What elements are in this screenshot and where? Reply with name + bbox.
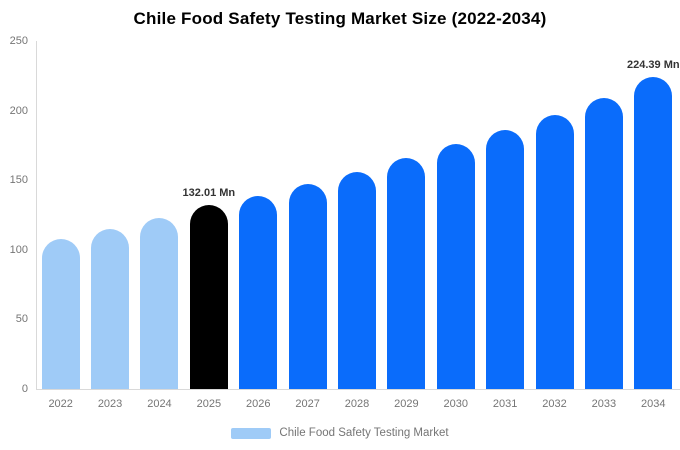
legend-swatch	[231, 427, 272, 439]
y-tick-label: 150	[9, 174, 28, 187]
x-axis-label-2031: 2031	[492, 398, 518, 410]
x-axis-label-2022: 2022	[48, 398, 73, 410]
bar-2033[interactable]	[584, 98, 623, 389]
bar-2029[interactable]	[387, 157, 426, 389]
bar-2022[interactable]	[41, 238, 80, 389]
x-axis-line	[36, 389, 680, 390]
x-axis-label-2029: 2029	[394, 398, 419, 410]
chart-title: Chile Food Safety Testing Market Size (2…	[133, 9, 547, 28]
x-axis-label-2027: 2027	[295, 398, 320, 410]
x-axis-label-2034: 2034	[641, 398, 666, 410]
bar-2028[interactable]	[338, 171, 376, 389]
bar-2031[interactable]	[486, 130, 525, 389]
x-axis-label-2023: 2023	[97, 398, 123, 410]
x-axis-label-2032: 2032	[542, 398, 567, 410]
y-axis-line	[36, 41, 37, 389]
bar-2034[interactable]	[634, 76, 673, 389]
legend-label: Chile Food Safety Testing Market	[279, 427, 449, 439]
y-tick-label: 50	[15, 313, 28, 326]
bar-2025[interactable]	[189, 205, 228, 389]
x-axis-label-2030: 2030	[443, 398, 468, 410]
bar-2027[interactable]	[288, 184, 327, 389]
y-tick-label: 100	[9, 243, 28, 256]
legend-item[interactable]: Chile Food Safety Testing Market	[0, 425, 680, 441]
bar-2023[interactable]	[91, 228, 130, 389]
x-axis-label-2025: 2025	[196, 398, 222, 410]
x-axis-label-2033: 2033	[591, 398, 617, 410]
data-label-2025: 132.01 Mn	[182, 187, 236, 200]
y-tick-label: 250	[9, 35, 28, 47]
x-axis-label-2024: 2024	[147, 398, 172, 410]
bar-2032[interactable]	[535, 114, 574, 389]
bar-2026[interactable]	[239, 195, 278, 389]
y-tick-label: 200	[9, 104, 28, 117]
data-label-2034: 224.39 Mn	[627, 58, 680, 71]
bar-2024[interactable]	[140, 217, 179, 389]
x-axis-label-2028: 2028	[344, 398, 370, 410]
y-tick-label: 0	[21, 383, 28, 395]
x-axis-label-2026: 2026	[245, 398, 271, 410]
bar-2030[interactable]	[436, 144, 475, 389]
